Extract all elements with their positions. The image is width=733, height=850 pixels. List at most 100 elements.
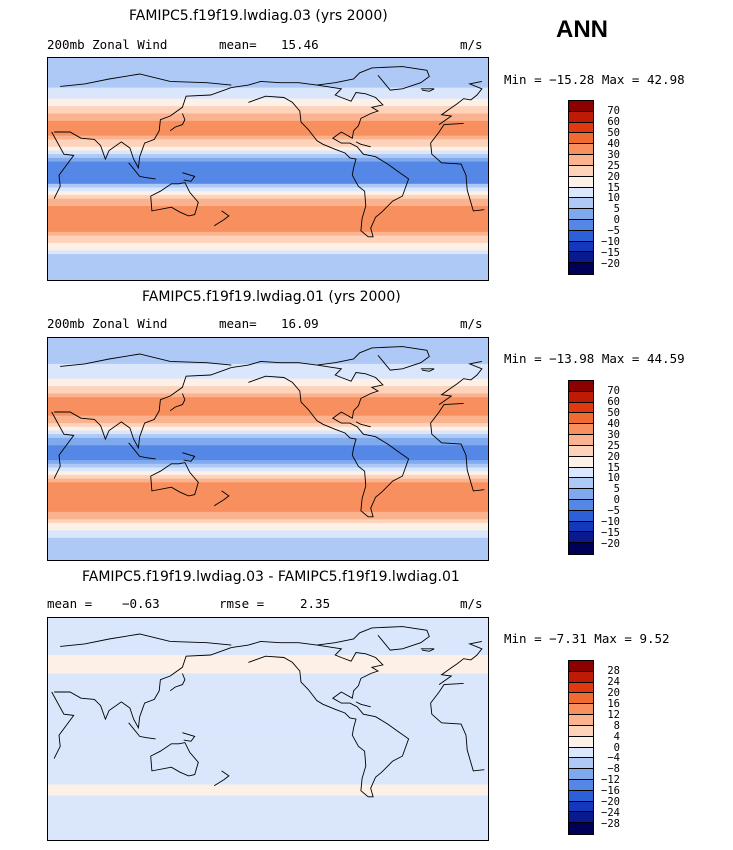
panel1-map	[47, 57, 489, 281]
contour-band	[48, 810, 488, 815]
contour-band	[48, 474, 488, 480]
colorbar-swatch	[569, 769, 593, 780]
contour-band	[48, 666, 488, 671]
colorbar-tick-label: −4	[607, 752, 620, 765]
contour-band	[48, 836, 488, 840]
contour-band	[48, 224, 488, 229]
contour-band	[48, 276, 488, 280]
contour-band	[48, 817, 488, 823]
contour-band	[48, 187, 488, 192]
contour-band	[48, 95, 488, 100]
colorbar-tick-label: 20	[607, 450, 620, 463]
colorbar-swatch	[569, 758, 593, 770]
contour-band	[48, 463, 488, 469]
colorbar-tick-label: 25	[607, 439, 620, 452]
coastline	[420, 368, 435, 372]
panel3-colorbar-ticks: 28 24 20 16 12 8 4 0 −4 −8 −12 −16 −20 −24 −28	[600, 660, 620, 835]
colorbar-tick-label: −10	[601, 516, 620, 529]
coastline	[51, 122, 485, 212]
contour-band	[48, 437, 488, 443]
coastline	[248, 644, 410, 798]
colorbar-swatch	[569, 144, 593, 156]
contour-band	[48, 655, 488, 660]
contour-band	[48, 150, 488, 155]
coastline	[150, 742, 199, 777]
contour-band	[48, 338, 488, 343]
contour-band	[48, 265, 488, 270]
coastline	[182, 732, 196, 742]
colorbar-swatch	[569, 532, 593, 544]
contour-band	[48, 441, 488, 446]
colorbar-swatch	[569, 133, 593, 145]
contour-band	[48, 751, 488, 756]
contour-band	[48, 426, 488, 432]
contour-band	[48, 769, 488, 774]
coastline	[248, 364, 410, 518]
coastline	[54, 87, 232, 170]
contour-band	[48, 534, 488, 539]
panel2-title: FAMIPC5.f19f19.lwdiag.01 (yrs 2000)	[142, 289, 401, 305]
colorbar-tick-label: 4	[613, 730, 620, 743]
contour-band	[48, 692, 488, 697]
contour-band	[48, 120, 488, 126]
coastline	[60, 353, 483, 405]
colorbar-swatch	[569, 478, 593, 490]
contour-band	[48, 471, 488, 476]
contour-band	[48, 740, 488, 745]
colorbar-swatch	[569, 445, 593, 457]
contour-band	[48, 821, 488, 826]
coastline	[169, 113, 186, 132]
coastline	[355, 701, 371, 708]
colorbar-swatch	[569, 693, 593, 705]
colorbar-swatch	[569, 736, 593, 748]
contour-band	[48, 552, 488, 557]
colorbar-swatch	[569, 510, 593, 522]
contour-band	[48, 504, 488, 509]
colorbar-swatch	[569, 435, 593, 446]
contour-band	[48, 176, 488, 181]
contour-band	[48, 128, 488, 133]
contour-band	[48, 117, 488, 122]
coastline	[182, 452, 196, 462]
coastline	[231, 626, 430, 651]
contour-band	[48, 113, 488, 118]
contour-band	[48, 803, 488, 808]
contour-band	[48, 246, 488, 251]
contour-band	[48, 832, 488, 837]
contour-band	[48, 482, 488, 487]
colorbar-swatch	[569, 499, 593, 511]
contour-band	[48, 430, 488, 435]
contour-band	[48, 784, 488, 789]
contour-band	[48, 508, 488, 513]
contour-band	[48, 198, 488, 203]
contour-band	[48, 677, 488, 682]
contour-band	[48, 76, 488, 81]
colorbar-tick-label: 15	[607, 181, 620, 194]
contour-band	[48, 680, 488, 686]
contour-band	[48, 545, 488, 550]
contour-band	[48, 725, 488, 730]
colorbar-tick-label: −15	[601, 527, 620, 540]
contour-band	[48, 172, 488, 177]
contour-band	[48, 710, 488, 715]
colorbar-tick-label: −24	[601, 807, 620, 820]
colorbar-tick-label: 0	[613, 741, 620, 754]
colorbar-tick-label: 40	[607, 137, 620, 150]
contour-band	[48, 228, 488, 233]
contour-band	[48, 530, 488, 535]
contour-band	[48, 618, 488, 623]
colorbar-tick-label: 5	[613, 483, 620, 496]
colorbar-tick-label: 5	[613, 203, 620, 216]
contour-band	[48, 65, 488, 70]
contour-band	[48, 268, 488, 274]
colorbar-tick-label: 50	[607, 406, 620, 419]
colorbar-swatch	[569, 661, 593, 672]
contour-band	[48, 98, 488, 103]
contour-band	[48, 777, 488, 782]
colorbar-tick-label: 16	[607, 697, 620, 710]
contour-band	[48, 132, 488, 137]
contour-band	[48, 360, 488, 365]
contour-band	[48, 91, 488, 96]
contour-band	[48, 515, 488, 520]
contour-band	[48, 754, 488, 760]
